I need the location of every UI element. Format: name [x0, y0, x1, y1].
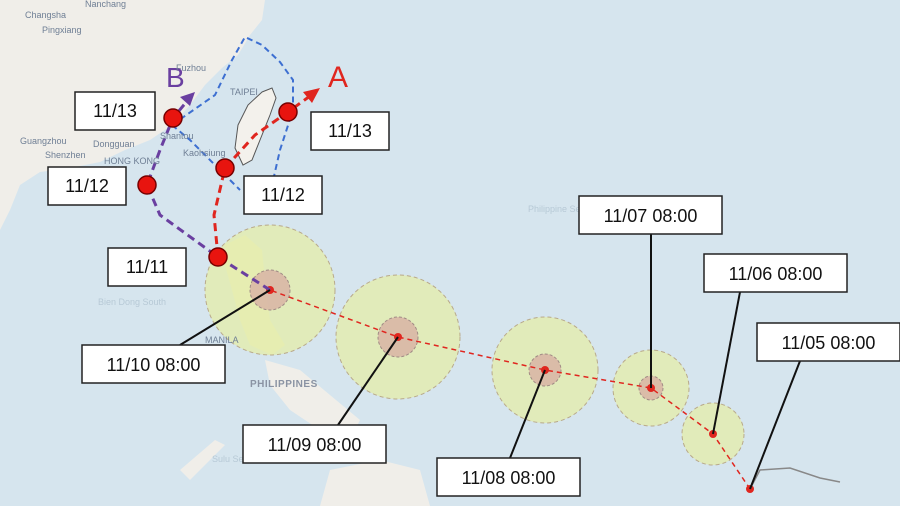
route-label-b-1112: 11/12	[47, 166, 127, 206]
place-bien-dong: Bien Dong South	[98, 297, 166, 307]
route-label-text: 11/12	[261, 185, 305, 205]
place-fuzhou: Fuzhou	[176, 63, 206, 73]
forecast-label-text: 11/10 08:00	[107, 355, 201, 375]
place-philippine-sea: Philippine Sea	[528, 204, 586, 214]
route-a-label: A	[328, 61, 348, 94]
place-pingxiang: Pingxiang	[42, 25, 82, 35]
forecast-label: 11/07 08:00	[578, 195, 723, 235]
observed-track-line	[749, 467, 841, 490]
leader-line	[179, 289, 271, 346]
place-hong-kong: HONG KONG	[104, 156, 160, 166]
place-guangzhou: Guangzhou	[20, 136, 67, 146]
route-label-a-1112: 11/12	[243, 175, 323, 215]
place-kaohsiung: Kaohsiung	[183, 148, 226, 158]
route-label-text: 11/12	[65, 176, 109, 196]
place-dongguan: Dongguan	[93, 139, 135, 149]
forecast-label-text: 11/05 08:00	[782, 333, 876, 353]
forecast-label: 11/09 08:00	[242, 424, 387, 464]
place-manila: MANILA	[205, 335, 239, 345]
route-label-a-1113: 11/13	[310, 111, 390, 151]
place-sulu-sea: Sulu Sea	[212, 454, 249, 464]
place-shantou: Shantou	[160, 131, 194, 141]
forecast-cone	[171, 35, 294, 191]
route-label-b-1113: 11/13	[74, 91, 156, 131]
place-taipei: TAIPEI	[230, 87, 258, 97]
route-a-arrow	[303, 88, 320, 103]
route-dots	[137, 102, 298, 267]
route-point-a-1113	[278, 102, 298, 122]
route-point-a-1112	[215, 158, 235, 178]
route-b-arrow	[180, 92, 195, 106]
leader-line	[509, 369, 546, 459]
place-shenzhen: Shenzhen	[45, 150, 86, 160]
forecast-label-text: 11/07 08:00	[604, 206, 698, 226]
forecast-label: 11/05 08:00	[756, 322, 900, 362]
taiwan-island	[234, 87, 277, 166]
forecast-label: 11/06 08:00	[703, 253, 848, 293]
leader-line	[337, 336, 399, 426]
route-label-b-1111: 11/11	[107, 247, 187, 287]
forecast-label-text: 11/06 08:00	[729, 264, 823, 284]
route-point-b-1113	[163, 108, 183, 128]
leader-line	[749, 360, 801, 490]
forecast-label-text: 11/09 08:00	[268, 435, 362, 455]
forecast-label: 11/10 08:00	[81, 344, 226, 384]
forecast-label: 11/08 08:00	[436, 457, 581, 497]
route-label-text: 11/13	[93, 101, 137, 121]
past-track-line	[269, 289, 751, 490]
route-label-text: 11/11	[126, 257, 168, 277]
route-b-label: B	[166, 62, 185, 93]
place-nanchang: Nanchang	[85, 0, 126, 9]
forecast-label-text: 11/08 08:00	[462, 468, 556, 488]
route-point-b-1111	[208, 247, 228, 267]
route-point-b-1112	[137, 175, 157, 195]
place-labels: Nanchang Changsha Pingxiang Fuzhou TAIPE…	[20, 0, 586, 464]
route-label-text: 11/13	[328, 121, 372, 141]
place-philippines: PHILIPPINES	[250, 379, 318, 390]
philippines-islands	[180, 360, 430, 506]
leader-line	[712, 291, 741, 435]
place-changsha: Changsha	[25, 10, 66, 20]
